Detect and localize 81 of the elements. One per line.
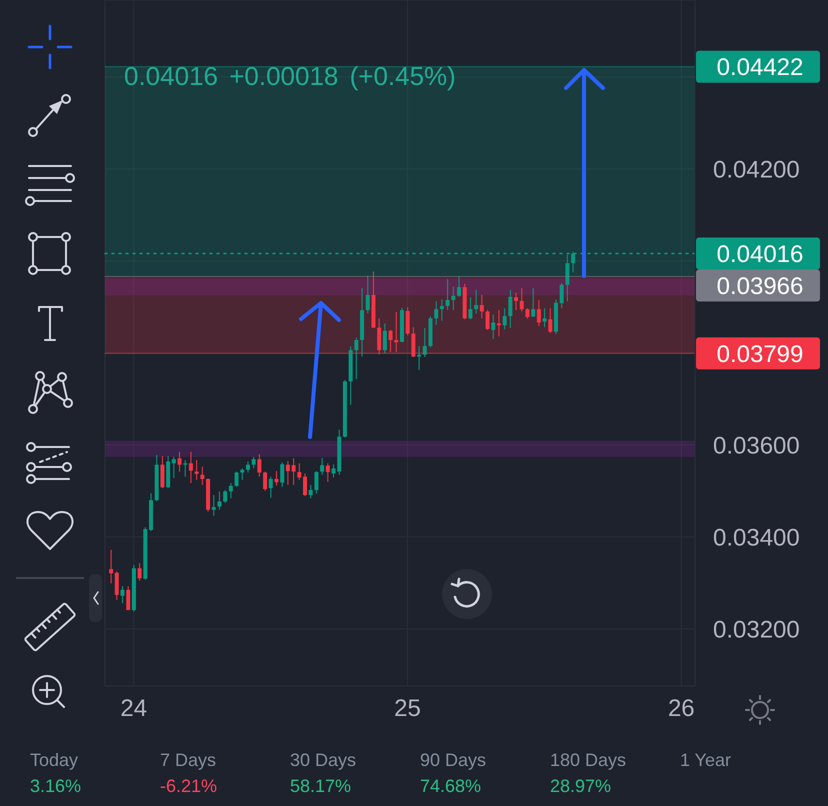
candlestick <box>240 468 244 480</box>
category-label: Today <box>30 749 80 772</box>
y-tick-label: 0.04200 <box>713 156 800 184</box>
ref-line-label: 0.04016 <box>716 240 804 268</box>
candlestick <box>217 490 222 510</box>
candlestick <box>514 292 518 311</box>
candlestick <box>280 462 284 488</box>
candlestick <box>474 289 478 314</box>
candlestick <box>354 337 358 380</box>
candlestick <box>468 296 472 320</box>
candlestick <box>223 490 228 504</box>
candlestick <box>536 299 541 327</box>
candlestick <box>320 457 324 476</box>
candlestick <box>257 454 262 478</box>
text: 28.97% <box>550 776 612 796</box>
candlestick <box>326 462 330 482</box>
candlestick <box>200 466 204 486</box>
candlestick <box>496 310 501 337</box>
candlestick <box>411 326 416 358</box>
x-tick-label: 24 <box>120 695 148 722</box>
category-label: 1 Year <box>680 749 732 772</box>
candlestick <box>160 455 164 489</box>
candlestick <box>263 471 268 492</box>
candlestick <box>525 308 530 320</box>
candlestick <box>120 586 124 604</box>
candlestick <box>446 278 450 311</box>
candlestick <box>502 308 507 330</box>
x-tick-label: 26 <box>668 695 695 722</box>
x-tick-label: 25 <box>394 695 421 722</box>
candlestick <box>274 470 278 486</box>
text: 3.16% <box>30 776 82 796</box>
candlestick <box>406 306 410 336</box>
candlestick <box>508 289 512 329</box>
y-tick-label: 0.03600 <box>713 432 800 460</box>
candlestick <box>308 484 313 499</box>
candlestick <box>366 275 370 314</box>
candlestick <box>126 586 130 611</box>
candlestick <box>531 288 536 318</box>
ref-line-label: 0.03966 <box>716 272 804 300</box>
candlestick <box>188 451 193 484</box>
candlestick <box>377 318 382 355</box>
candlestick <box>138 562 142 582</box>
candlestick <box>422 328 427 358</box>
candlestick <box>382 322 387 354</box>
candlestick <box>194 460 199 480</box>
candlestick <box>440 299 444 322</box>
y-tick-label: 0.03400 <box>713 524 800 552</box>
category-label: 30 Days <box>290 749 356 772</box>
candlestick <box>252 456 256 469</box>
candlestick <box>114 570 119 600</box>
ref-line-label: 0.03799 <box>716 340 804 368</box>
candlestick <box>234 471 239 488</box>
candlestick <box>457 276 462 298</box>
candlestick <box>480 294 484 319</box>
category-label: 180 Days <box>550 749 626 772</box>
candlestick <box>314 470 318 494</box>
candlestick <box>486 310 490 330</box>
candlestick <box>451 286 456 311</box>
candlestick <box>417 345 422 370</box>
candlestick <box>394 311 398 352</box>
candlestick <box>228 482 233 499</box>
candlestick <box>212 494 216 516</box>
ref-line-label: 0.04422 <box>716 54 804 82</box>
candlestick <box>491 314 496 340</box>
candlestick <box>388 329 393 352</box>
candlestick <box>268 476 273 498</box>
candlestick <box>548 308 552 334</box>
candlestick <box>520 288 524 312</box>
text: -6.21% <box>160 776 218 796</box>
text: 74.68% <box>420 776 482 796</box>
candlestick <box>246 460 250 474</box>
candlestick <box>172 456 176 479</box>
candlestick <box>178 451 182 472</box>
category-label: 90 Days <box>420 749 486 772</box>
text: 58.17% <box>290 776 352 796</box>
candlestick <box>542 308 547 328</box>
category-label: 7 Days <box>160 749 218 772</box>
candlestick <box>434 300 438 326</box>
y-tick-label: 0.03200 <box>713 616 800 644</box>
text: 0.04016 +0.00018 (+0.45%) <box>124 61 456 91</box>
candlestick <box>109 549 114 584</box>
